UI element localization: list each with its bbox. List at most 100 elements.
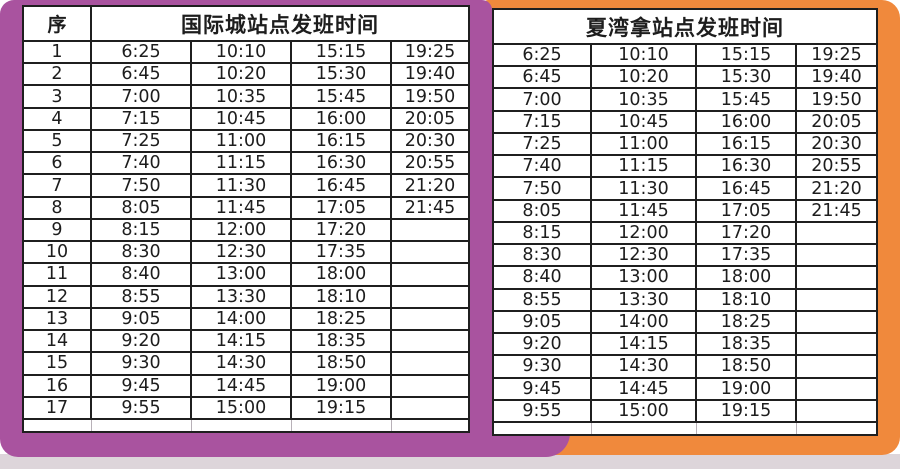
xiawanna-table: 夏湾拿站点发班时间 6:25 10:10 15:15 19:25 6:45 10:20 15… [492,8,878,436]
time-cell: 15:15 [290,39,392,65]
time-cell: 11:15 [190,151,292,176]
schedule-row: 3 7:00 10:35 15:45 19:50 [22,84,470,109]
seq-column-header: 序 [22,5,92,42]
time-cell: 19:50 [390,84,470,109]
time-cell: 15:45 [695,87,797,112]
schedule-row: 8:15 12:00 17:20 [492,220,878,246]
time-cell: 8:05 [90,195,192,220]
spacer-row [22,418,470,432]
time-cell: 16:45 [695,176,797,201]
time-cell: 9:30 [492,354,592,379]
time-cell: 8:05 [492,198,592,223]
seq-cell: 3 [22,84,92,109]
seq-cell: 9 [22,217,92,243]
time-cell: 10:45 [590,109,697,134]
time-cell: 19:00 [290,373,392,398]
seq-cell: 16 [22,373,92,398]
time-cell [795,398,878,424]
time-cell: 18:10 [695,287,797,312]
time-cell: 19:25 [390,39,470,65]
seq-cell: 13 [22,306,92,332]
spacer-cell [290,418,392,432]
schedule-row: 6 7:40 11:15 16:30 20:55 [22,151,470,176]
time-cell: 7:00 [492,87,592,112]
header-row: 夏湾拿站点发班时间 [492,8,878,45]
time-cell: 9:45 [492,376,592,401]
schedule-row: 2 6:45 10:20 15:30 19:40 [22,62,470,87]
spacer-cell [795,421,878,435]
time-cell: 17:05 [290,195,392,220]
time-cell: 6:45 [90,62,192,87]
spacer-cell [190,418,292,432]
time-cell: 15:30 [695,65,797,90]
schedule-row: 6:25 10:10 15:15 19:25 [492,42,878,68]
time-cell: 18:50 [290,351,392,376]
time-cell: 13:30 [590,287,697,312]
seq-cell: 11 [22,262,92,287]
time-cell: 16:00 [695,109,797,134]
time-cell: 7:15 [90,106,192,131]
time-cell [390,240,470,265]
time-cell: 10:10 [190,39,292,65]
time-cell: 18:00 [290,262,392,287]
time-cell: 11:00 [590,131,697,157]
seq-cell: 5 [22,128,92,154]
time-cell: 8:15 [90,217,192,243]
time-cell: 12:00 [190,217,292,243]
time-cell: 8:40 [90,262,192,287]
schedule-row: 7:40 11:15 16:30 20:55 [492,154,878,179]
time-cell: 11:15 [590,154,697,179]
schedule-row: 8 8:05 11:45 17:05 21:45 [22,195,470,220]
time-cell: 14:00 [190,306,292,332]
bottom-strip [0,454,900,469]
seq-cell: 10 [22,240,92,265]
schedule-row: 17 9:55 15:00 19:15 [22,395,470,421]
time-cell: 9:20 [90,329,192,354]
time-cell [390,284,470,309]
time-cell: 11:45 [190,195,292,220]
time-cell: 18:35 [695,332,797,357]
schedule-row: 15 9:30 14:30 18:50 [22,351,470,376]
xiawanna-title: 夏湾拿站点发班时间 [492,8,878,45]
time-cell: 20:05 [390,106,470,131]
schedule-row: 8:55 13:30 18:10 [492,287,878,312]
time-cell: 13:30 [190,284,292,309]
spacer-cell [695,421,797,435]
schedule-row: 4 7:15 10:45 16:00 20:05 [22,106,470,131]
time-cell: 16:00 [290,106,392,131]
intl-city-frame-corner [490,433,570,457]
time-cell: 11:45 [590,198,697,223]
time-cell: 18:25 [695,309,797,335]
time-cell: 12:30 [190,240,292,265]
schedule-row: 9:55 15:00 19:15 [492,398,878,424]
time-cell: 9:45 [90,373,192,398]
time-cell: 6:25 [90,39,192,65]
schedule-row: 12 8:55 13:30 18:10 [22,284,470,309]
schedule-row: 7:25 11:00 16:15 20:30 [492,131,878,157]
intl-city-title: 国际城站点发班时间 [90,5,470,42]
time-cell: 16:15 [290,128,392,154]
schedule-row: 11 8:40 13:00 18:00 [22,262,470,287]
seq-cell: 7 [22,173,92,198]
schedule-row: 13 9:05 14:00 18:25 [22,306,470,332]
time-cell: 12:00 [590,220,697,246]
time-cell: 11:00 [190,128,292,154]
time-cell [795,287,878,312]
time-cell: 17:35 [695,243,797,268]
header-row: 序 国际城站点发班时间 [22,5,470,42]
time-cell: 8:30 [492,243,592,268]
time-cell: 15:15 [695,42,797,68]
time-cell: 8:15 [492,220,592,246]
time-cell: 19:40 [795,65,878,90]
time-cell: 7:50 [492,176,592,201]
time-cell: 11:30 [590,176,697,201]
time-cell: 19:15 [290,395,392,421]
time-cell: 18:25 [290,306,392,332]
time-cell: 17:20 [290,217,392,243]
time-cell: 14:00 [590,309,697,335]
time-cell: 8:40 [492,265,592,290]
xiawanna-schedule: 夏湾拿站点发班时间 6:25 10:10 15:15 19:25 6:45 10:20 15… [492,8,878,436]
time-cell [390,329,470,354]
schedule-row: 5 7:25 11:00 16:15 20:30 [22,128,470,154]
time-cell: 17:20 [695,220,797,246]
